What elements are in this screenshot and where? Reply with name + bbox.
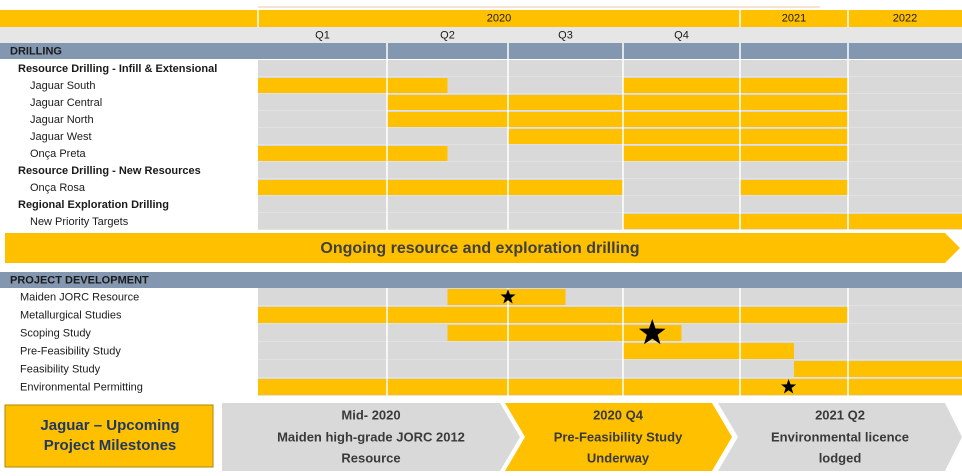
milestone-title-box [4, 404, 214, 468]
row-label: New Priority Targets [30, 216, 129, 228]
quarter-label: Q4 [674, 29, 689, 41]
section-title: DRILLING [10, 45, 62, 57]
chevron [718, 403, 962, 471]
bar [387, 112, 848, 127]
year-label: 2020 [487, 12, 511, 24]
row-label: Onça Preta [30, 148, 87, 160]
bar [623, 78, 848, 93]
chevron [222, 403, 520, 471]
milestone-star [781, 379, 797, 394]
milestones-title: Jaguar – Upcoming [40, 417, 179, 434]
row-label: Feasibility Study [20, 363, 101, 375]
row-label: Environmental Permitting [20, 381, 143, 393]
year-label: 2022 [893, 12, 917, 24]
milestones-title: Project Milestones [44, 437, 177, 454]
bar [623, 214, 962, 229]
chevron [505, 403, 732, 471]
bar [387, 95, 848, 110]
section-title: PROJECT DEVELOPMENT [10, 274, 149, 286]
row-bg [258, 196, 962, 213]
row-label: Jaguar Central [30, 97, 102, 109]
quarter-row [0, 27, 962, 43]
milestone-text: Resource [341, 450, 400, 465]
milestone-star [638, 319, 666, 345]
row-label: Jaguar West [30, 131, 92, 143]
quarter-label: Q3 [558, 29, 573, 41]
milestone-text: lodged [819, 450, 862, 465]
row-bg [258, 360, 962, 378]
milestone-heading: 2021 Q2 [815, 407, 865, 422]
year-row [0, 10, 962, 27]
row-bg [258, 60, 962, 77]
bar [508, 129, 848, 144]
bar [258, 180, 623, 195]
row-bg [258, 288, 962, 306]
row-label: Jaguar South [30, 80, 95, 92]
bar [258, 146, 448, 161]
quarter-label: Q2 [440, 29, 455, 41]
bar [258, 379, 962, 395]
milestone-text: Maiden high-grade JORC 2012 [277, 429, 465, 444]
milestone-heading: 2020 Q4 [593, 407, 644, 422]
row-label: Onça Rosa [30, 182, 86, 194]
banner-text: Ongoing resource and exploration drillin… [320, 240, 639, 257]
milestone-heading: Mid- 2020 [341, 407, 400, 422]
bar [258, 78, 448, 93]
milestone-text: Environmental licence [771, 429, 909, 444]
row-label: Metallurgical Studies [20, 309, 122, 321]
banner-arrow [5, 233, 960, 263]
row-label: Pre-Feasibility Study [20, 345, 121, 357]
bar [258, 307, 848, 323]
bar [623, 146, 848, 161]
year-label: 2021 [782, 12, 806, 24]
row-bg [258, 342, 962, 360]
milestone-text: Pre-Feasibility Study [554, 429, 683, 444]
bar [794, 361, 962, 377]
section-header [0, 43, 962, 59]
milestone-star [500, 289, 516, 304]
row-label: Resource Drilling - New Resources [18, 165, 201, 177]
row-label: Resource Drilling - Infill & Extensional [18, 63, 217, 75]
bar [740, 180, 848, 195]
section-header [0, 272, 962, 288]
row-bg [258, 162, 962, 179]
row-label: Jaguar North [30, 114, 94, 126]
row-label: Scoping Study [20, 327, 91, 339]
row-label: Maiden JORC Resource [20, 291, 139, 303]
quarter-label: Q1 [315, 29, 330, 41]
row-label: Regional Exploration Drilling [18, 199, 169, 211]
milestone-text: Underway [587, 450, 650, 465]
bar [623, 343, 794, 359]
